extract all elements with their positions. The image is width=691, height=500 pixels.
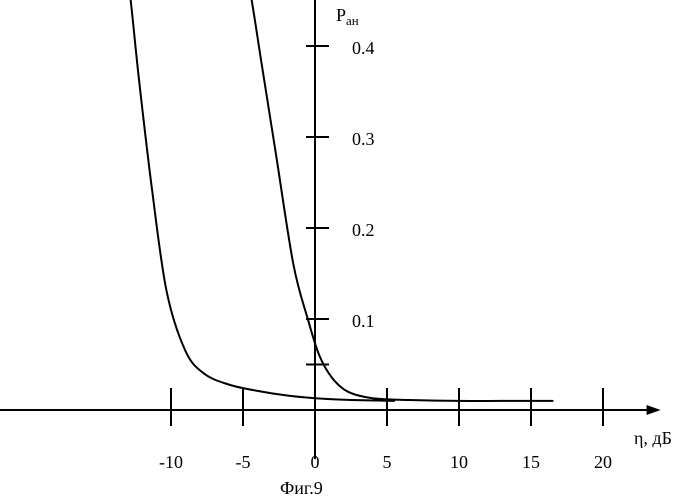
y-tick-labels: 0.10.20.30.40.5 xyxy=(352,0,375,331)
x-tick-label: 5 xyxy=(383,452,392,472)
series-line-1 xyxy=(240,0,552,401)
y-ticks xyxy=(306,0,329,365)
x-axis-title: η, дБ xyxy=(634,428,672,448)
curves xyxy=(124,0,553,401)
x-tick-label: 15 xyxy=(522,452,540,472)
x-axis-arrow xyxy=(647,405,661,415)
x-tick-label: 0 xyxy=(311,452,320,472)
y-tick-label: 0.3 xyxy=(352,129,375,149)
y-axis-title-main: P xyxy=(336,5,346,25)
x-tick-label: 20 xyxy=(594,452,612,472)
x-tick-labels: -10 -5 0 5 10 15 20 xyxy=(159,452,612,472)
x-ticks xyxy=(171,388,603,426)
y-axis-title-sub: ан xyxy=(346,13,359,28)
x-tick-label: 10 xyxy=(450,452,468,472)
figure-caption: Фиг.9 xyxy=(280,478,323,498)
x-tick-label: -5 xyxy=(236,452,251,472)
y-tick-label: 0.2 xyxy=(352,220,375,240)
y-tick-label: 0.1 xyxy=(352,311,375,331)
series-line-2 xyxy=(124,0,395,401)
y-axis-title: Pан xyxy=(336,5,359,28)
x-tick-label: -10 xyxy=(159,452,183,472)
y-tick-label: 0.4 xyxy=(352,38,375,58)
